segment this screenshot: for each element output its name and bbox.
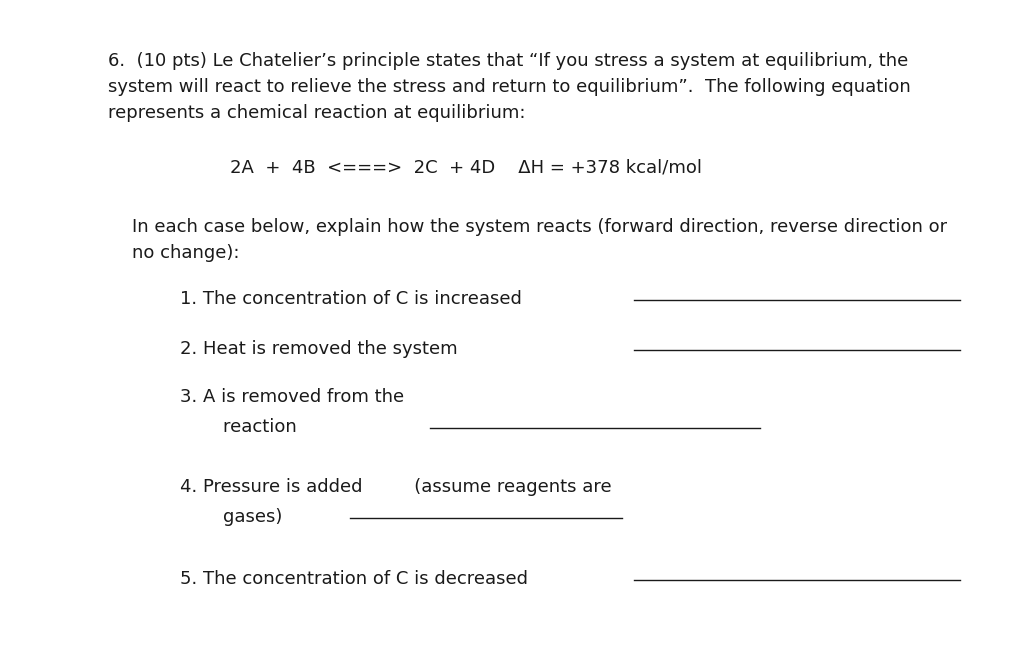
Text: 2. Heat is removed the system: 2. Heat is removed the system [180, 340, 458, 358]
Text: In each case below, explain how the system reacts (forward direction, reverse di: In each case below, explain how the syst… [132, 218, 947, 236]
Text: represents a chemical reaction at equilibrium:: represents a chemical reaction at equili… [108, 104, 525, 122]
Text: 4. Pressure is added         (assume reagents are: 4. Pressure is added (assume reagents ar… [180, 478, 611, 496]
Text: system will react to relieve the stress and return to equilibrium”.  The followi: system will react to relieve the stress … [108, 78, 910, 96]
Text: 1. The concentration of C is increased: 1. The concentration of C is increased [180, 290, 522, 308]
Text: 6.  (10 pts) Le Chatelier’s principle states that “If you stress a system at equ: 6. (10 pts) Le Chatelier’s principle sta… [108, 52, 908, 70]
Text: reaction: reaction [200, 418, 297, 436]
Text: 5. The concentration of C is decreased: 5. The concentration of C is decreased [180, 570, 528, 588]
Text: 2A  +  4B  <===>  2C  + 4D    ΔH = +378 kcal/mol: 2A + 4B <===> 2C + 4D ΔH = +378 kcal/mol [230, 158, 702, 176]
Text: no change):: no change): [132, 244, 240, 262]
Text: gases): gases) [200, 508, 283, 526]
Text: 3. A is removed from the: 3. A is removed from the [180, 388, 404, 406]
